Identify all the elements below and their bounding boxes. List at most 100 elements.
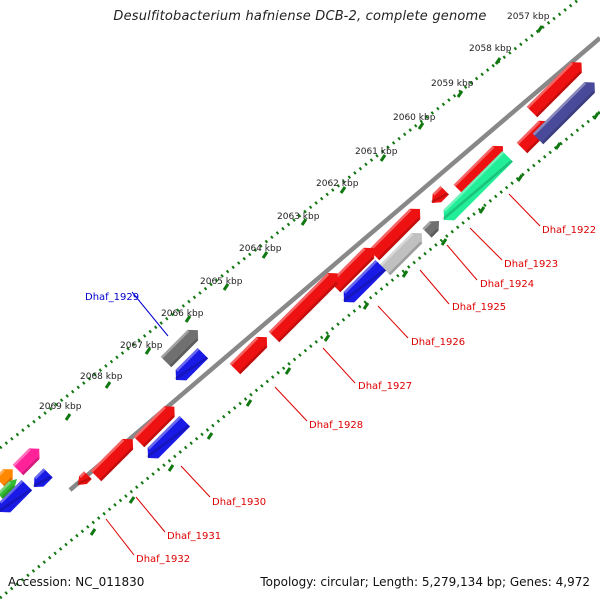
gene-arrow-highlight [229,336,259,366]
gene-arrow-body [343,259,387,303]
tick-label: 2064 kbp [239,244,282,254]
gene-callout-line [135,496,166,533]
gene-arrow-body [422,220,440,238]
gene-arrow-highlight [79,471,86,479]
gene-arrow-body [432,186,449,203]
gene-callout-line [322,347,356,384]
gene-arrow-body [443,151,513,221]
gene-label-dhaf-1928[interactable]: Dhaf_1928 [309,420,363,431]
gene-arrow-shade [174,356,209,380]
gene-reverse-blue[interactable] [32,468,53,487]
gene-arrow-shade [0,484,15,499]
outer-major-tick [300,218,308,226]
gene-arrow-highlight [34,468,46,480]
gene-reverse-purple[interactable] [532,82,595,145]
gene-callout-line [419,269,450,305]
gene-forward[interactable] [268,273,338,343]
gene-arrow-body [268,273,338,343]
gene-arrow-shade [338,256,375,293]
gene-arrow-body [78,471,92,485]
map-title: Desulfitobacterium hafniense DCB-2, comp… [113,9,487,24]
gene-label-dhaf-1929[interactable]: Dhaf_1929 [85,292,139,303]
gene-arrow-body [329,247,375,293]
gene-forward[interactable] [90,438,134,482]
gene-arrow-highlight [147,415,182,450]
gene-reverse-blue[interactable] [146,415,191,459]
outer-major-tick [494,57,502,65]
tick-label: 2058 kbp [469,44,512,54]
gene-arrow-shade [0,488,33,512]
inner-tick-track [0,110,600,600]
outer-tick-track [0,0,579,450]
gene-callout-line [508,193,541,227]
gene-arrow-shade [541,90,595,145]
gene-reverse-gray[interactable] [422,220,440,238]
gene-arrow-body [453,145,504,196]
gene-arrow-highlight [516,120,541,145]
gene-arrow-highlight [160,329,190,359]
gene-arrow-body [12,448,40,476]
gene-label-dhaf-1925[interactable]: Dhaf_1925 [452,302,506,313]
gene-arrow-highlight [379,232,414,267]
gene-callout-line [180,465,211,498]
gene-arrow-shade [429,228,439,238]
gene-arrow-body [90,438,134,482]
accession-label: Accession: NC_011830 [8,575,145,589]
tick-label: 2067 kbp [120,341,163,351]
gene-forward[interactable] [76,471,92,485]
gene-arrow-highlight [0,481,12,495]
gene-label-dhaf-1926[interactable]: Dhaf_1926 [411,337,465,348]
tick-label: 2069 kbp [39,402,82,412]
gene-reverse-blue[interactable] [0,479,33,513]
gene-orange[interactable] [0,469,13,487]
gene-label-dhaf-1932[interactable]: Dhaf_1932 [136,554,190,565]
gene-forward[interactable] [430,186,449,203]
gene-arrow-highlight [0,469,5,476]
genome-summary: Topology: circular; Length: 5,279,134 bp… [260,575,590,589]
gene-reverse-blue[interactable] [174,347,209,381]
gene-label-dhaf-1930[interactable]: Dhaf_1930 [212,497,266,508]
gene-label-dhaf-1931[interactable]: Dhaf_1931 [167,531,221,542]
gene-arrow-body [175,347,209,381]
inner-major-tick [440,238,448,246]
gene-reverse-blue[interactable] [342,259,387,303]
tick-label: 2068 kbp [80,372,123,382]
gene-forward[interactable] [526,62,582,118]
gene-pink[interactable] [12,448,40,476]
gene-arrow-body [0,469,13,487]
gene-dhaf-1929[interactable] [160,329,199,368]
gene-forward[interactable] [229,336,268,375]
gene-arrow-highlight [422,221,432,231]
gene-forward[interactable] [133,406,175,448]
gene-reverse-teal[interactable] [442,151,513,221]
gene-arrow-shade [277,281,338,343]
gene-label-dhaf-1927[interactable]: Dhaf_1927 [358,381,412,392]
gene-callout-line [469,227,503,261]
gene-arrow-shade [377,217,421,261]
gene-callout-line [274,386,308,422]
gene-arrow-shade [21,457,40,476]
gene-arrow-shade [388,241,423,276]
inner-major-tick [167,464,175,472]
gene-forward[interactable] [329,247,375,293]
gene-arrow-shade [169,338,199,368]
gene-forward[interactable] [368,208,421,261]
gene-label-dhaf-1922[interactable]: Dhaf_1922 [542,225,596,236]
inner-major-tick [245,399,253,407]
gene-arrow-body [526,62,582,118]
tick-label: 2065 kbp [200,277,243,287]
gene-callout-line [131,291,169,337]
outer-major-tick [144,347,152,355]
gene-arrow-body [147,415,191,459]
gene-green[interactable] [0,479,17,499]
outer-major-tick [222,283,230,291]
gene-callout-line [105,518,135,556]
gene-reverse-lightgray[interactable] [379,232,423,276]
tick-label: 2061 kbp [355,147,398,157]
gene-label-dhaf-1923[interactable]: Dhaf_1923 [504,259,558,270]
gene-arrow-highlight [368,208,412,252]
outer-major-tick [104,381,112,389]
gene-label-dhaf-1924[interactable]: Dhaf_1924 [480,279,534,290]
